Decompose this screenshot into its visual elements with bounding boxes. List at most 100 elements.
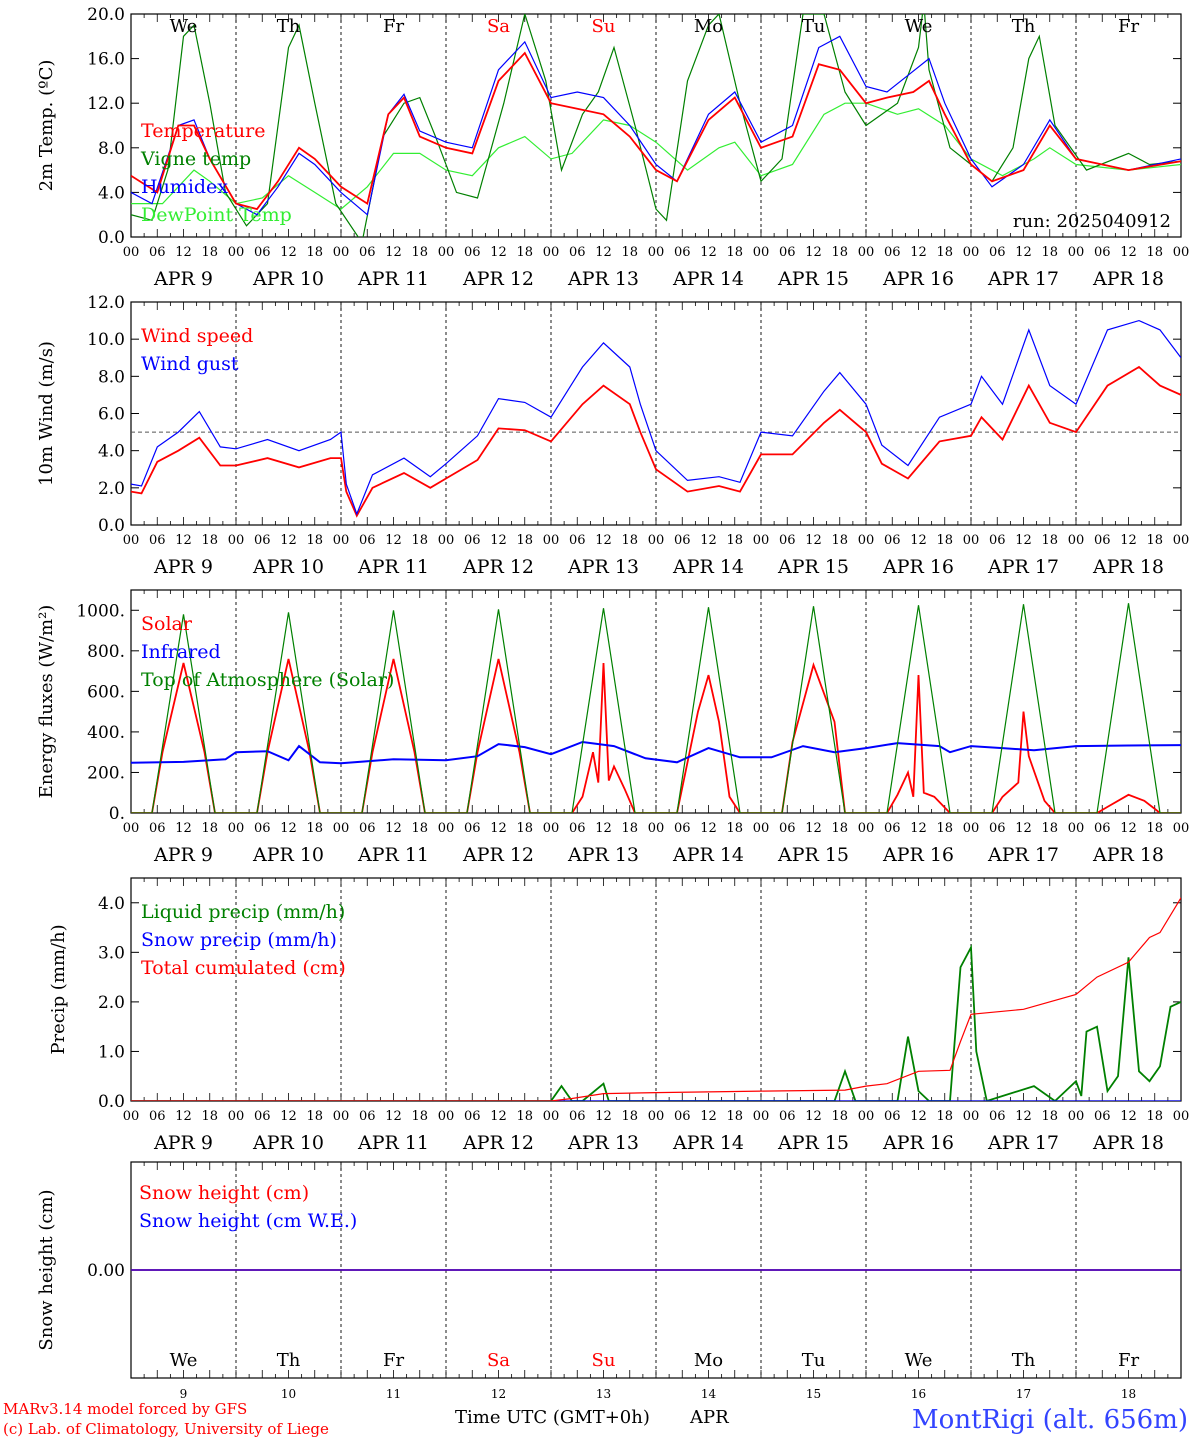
hour-label: 00: [858, 1109, 875, 1124]
y-tick-label: 10.0: [87, 330, 125, 350]
hour-label: 18: [306, 533, 323, 548]
y-tick-label: 16.0: [87, 50, 125, 70]
hour-label: 06: [359, 245, 376, 260]
hour-label: 12: [910, 1109, 927, 1124]
y-tick-label: 0.0: [98, 516, 125, 536]
hour-label: 06: [1094, 533, 1111, 548]
hour-label: 06: [779, 821, 796, 836]
y-tick-label: 4.0: [98, 442, 125, 462]
hour-label: 18: [411, 533, 428, 548]
hour-label: 06: [674, 245, 691, 260]
hour-label: 06: [149, 1109, 166, 1124]
y-tick-label: 8.0: [98, 367, 125, 387]
hour-label: 06: [569, 1109, 586, 1124]
panel-energy: 0. 200. 400. 600. 800. 1000. Energy fluxes (W/…: [36, 589, 1189, 866]
date-label: 13: [596, 1387, 611, 1401]
hour-label: 18: [1041, 1109, 1058, 1124]
hour-label: 12: [805, 821, 822, 836]
hour-label: 00: [858, 245, 875, 260]
hour-label: 00: [333, 245, 350, 260]
legend-entry: Infrared: [141, 641, 221, 663]
day-label: APR 14: [672, 1132, 744, 1154]
hour-label: 06: [674, 821, 691, 836]
hour-label: 18: [831, 245, 848, 260]
hour-label: 12: [1120, 1109, 1137, 1124]
y-tick-label: 600.: [87, 682, 125, 702]
hour-label: 18: [516, 533, 533, 548]
hour-label: 06: [149, 245, 166, 260]
hour-label: 12: [805, 245, 822, 260]
hour-label: 06: [884, 533, 901, 548]
hour-label: 06: [989, 1109, 1006, 1124]
hour-label: 06: [254, 533, 271, 548]
hour-label: 00: [543, 821, 560, 836]
weekday-label: Fr: [383, 16, 404, 37]
series-line-liquid-precip-mm-h-: [131, 944, 1181, 1101]
day-label: APR 9: [153, 844, 213, 866]
hour-label: 18: [201, 533, 218, 548]
hour-label: 12: [385, 245, 402, 260]
y-tick-label: 400.: [87, 723, 125, 743]
panel-temperature: 0.0 4.0 8.0 12.0 16.0 20.0 2m Temp. (ºC) Temper…: [36, 5, 1189, 290]
weekday-label: Mo: [694, 1350, 723, 1371]
hour-label: 00: [438, 1109, 455, 1124]
hour-label: 12: [490, 533, 507, 548]
day-label: APR 13: [567, 556, 639, 578]
hour-label: 18: [516, 1109, 533, 1124]
hour-label: 12: [595, 533, 612, 548]
hour-label: 12: [1120, 533, 1137, 548]
day-label: APR 13: [567, 1132, 639, 1154]
date-label: 12: [491, 1387, 506, 1401]
hour-label: 06: [779, 1109, 796, 1124]
y-tick-label: 12.0: [87, 293, 125, 313]
hour-label: 06: [779, 533, 796, 548]
day-label: APR 15: [777, 268, 849, 290]
y-tick-label: 200.: [87, 763, 125, 783]
day-label: APR 16: [882, 1132, 954, 1154]
series-line-top-of-atmosphere-solar-: [131, 603, 1181, 813]
y-tick-label: 800.: [87, 642, 125, 662]
date-label: 18: [1121, 1387, 1136, 1401]
series-group: [131, 319, 1181, 518]
hour-label: 12: [805, 1109, 822, 1124]
hour-label: 18: [831, 1109, 848, 1124]
hour-label: 00: [438, 245, 455, 260]
y-tick-label: 12.0: [87, 94, 125, 114]
hour-label: 00: [753, 1109, 770, 1124]
day-label: APR 11: [357, 556, 429, 578]
hour-label: 18: [201, 245, 218, 260]
y-axis-label: Snow height (cm): [36, 1189, 57, 1350]
y-tick-label: 4.0: [98, 183, 125, 203]
hour-label: 00: [648, 245, 665, 260]
x-axis-label: Time UTC (GMT+0h): [455, 1407, 650, 1428]
hour-label: 12: [490, 1109, 507, 1124]
hour-label: 06: [254, 245, 271, 260]
day-label: APR 12: [462, 844, 534, 866]
hour-label: 18: [831, 821, 848, 836]
hour-label: 12: [1015, 533, 1032, 548]
day-label: APR 16: [882, 268, 954, 290]
hour-label: 06: [1094, 821, 1111, 836]
series-line-infrared: [131, 740, 1181, 765]
hour-label: 18: [306, 821, 323, 836]
hour-label: 18: [621, 533, 638, 548]
hour-label: 06: [254, 821, 271, 836]
day-label: APR 13: [567, 844, 639, 866]
series-line-temperature: [131, 51, 1181, 211]
weekday-label: Fr: [1118, 16, 1139, 37]
weekday-label: Tu: [802, 16, 826, 37]
day-label: APR 9: [153, 268, 213, 290]
date-label: 9: [180, 1387, 188, 1401]
hour-label: 00: [963, 533, 980, 548]
hour-label: 18: [936, 1109, 953, 1124]
hour-label: 00: [963, 1109, 980, 1124]
panel-frame: [130, 589, 1182, 814]
hour-label: 00: [1068, 533, 1085, 548]
series-group: [131, 603, 1181, 813]
y-axis-label: Energy fluxes (W/m²): [36, 605, 57, 799]
hour-label: 00: [648, 1109, 665, 1124]
hour-label: 06: [149, 821, 166, 836]
hour-label: 18: [1146, 821, 1163, 836]
hour-label: 00: [858, 821, 875, 836]
day-label: APR 15: [777, 556, 849, 578]
